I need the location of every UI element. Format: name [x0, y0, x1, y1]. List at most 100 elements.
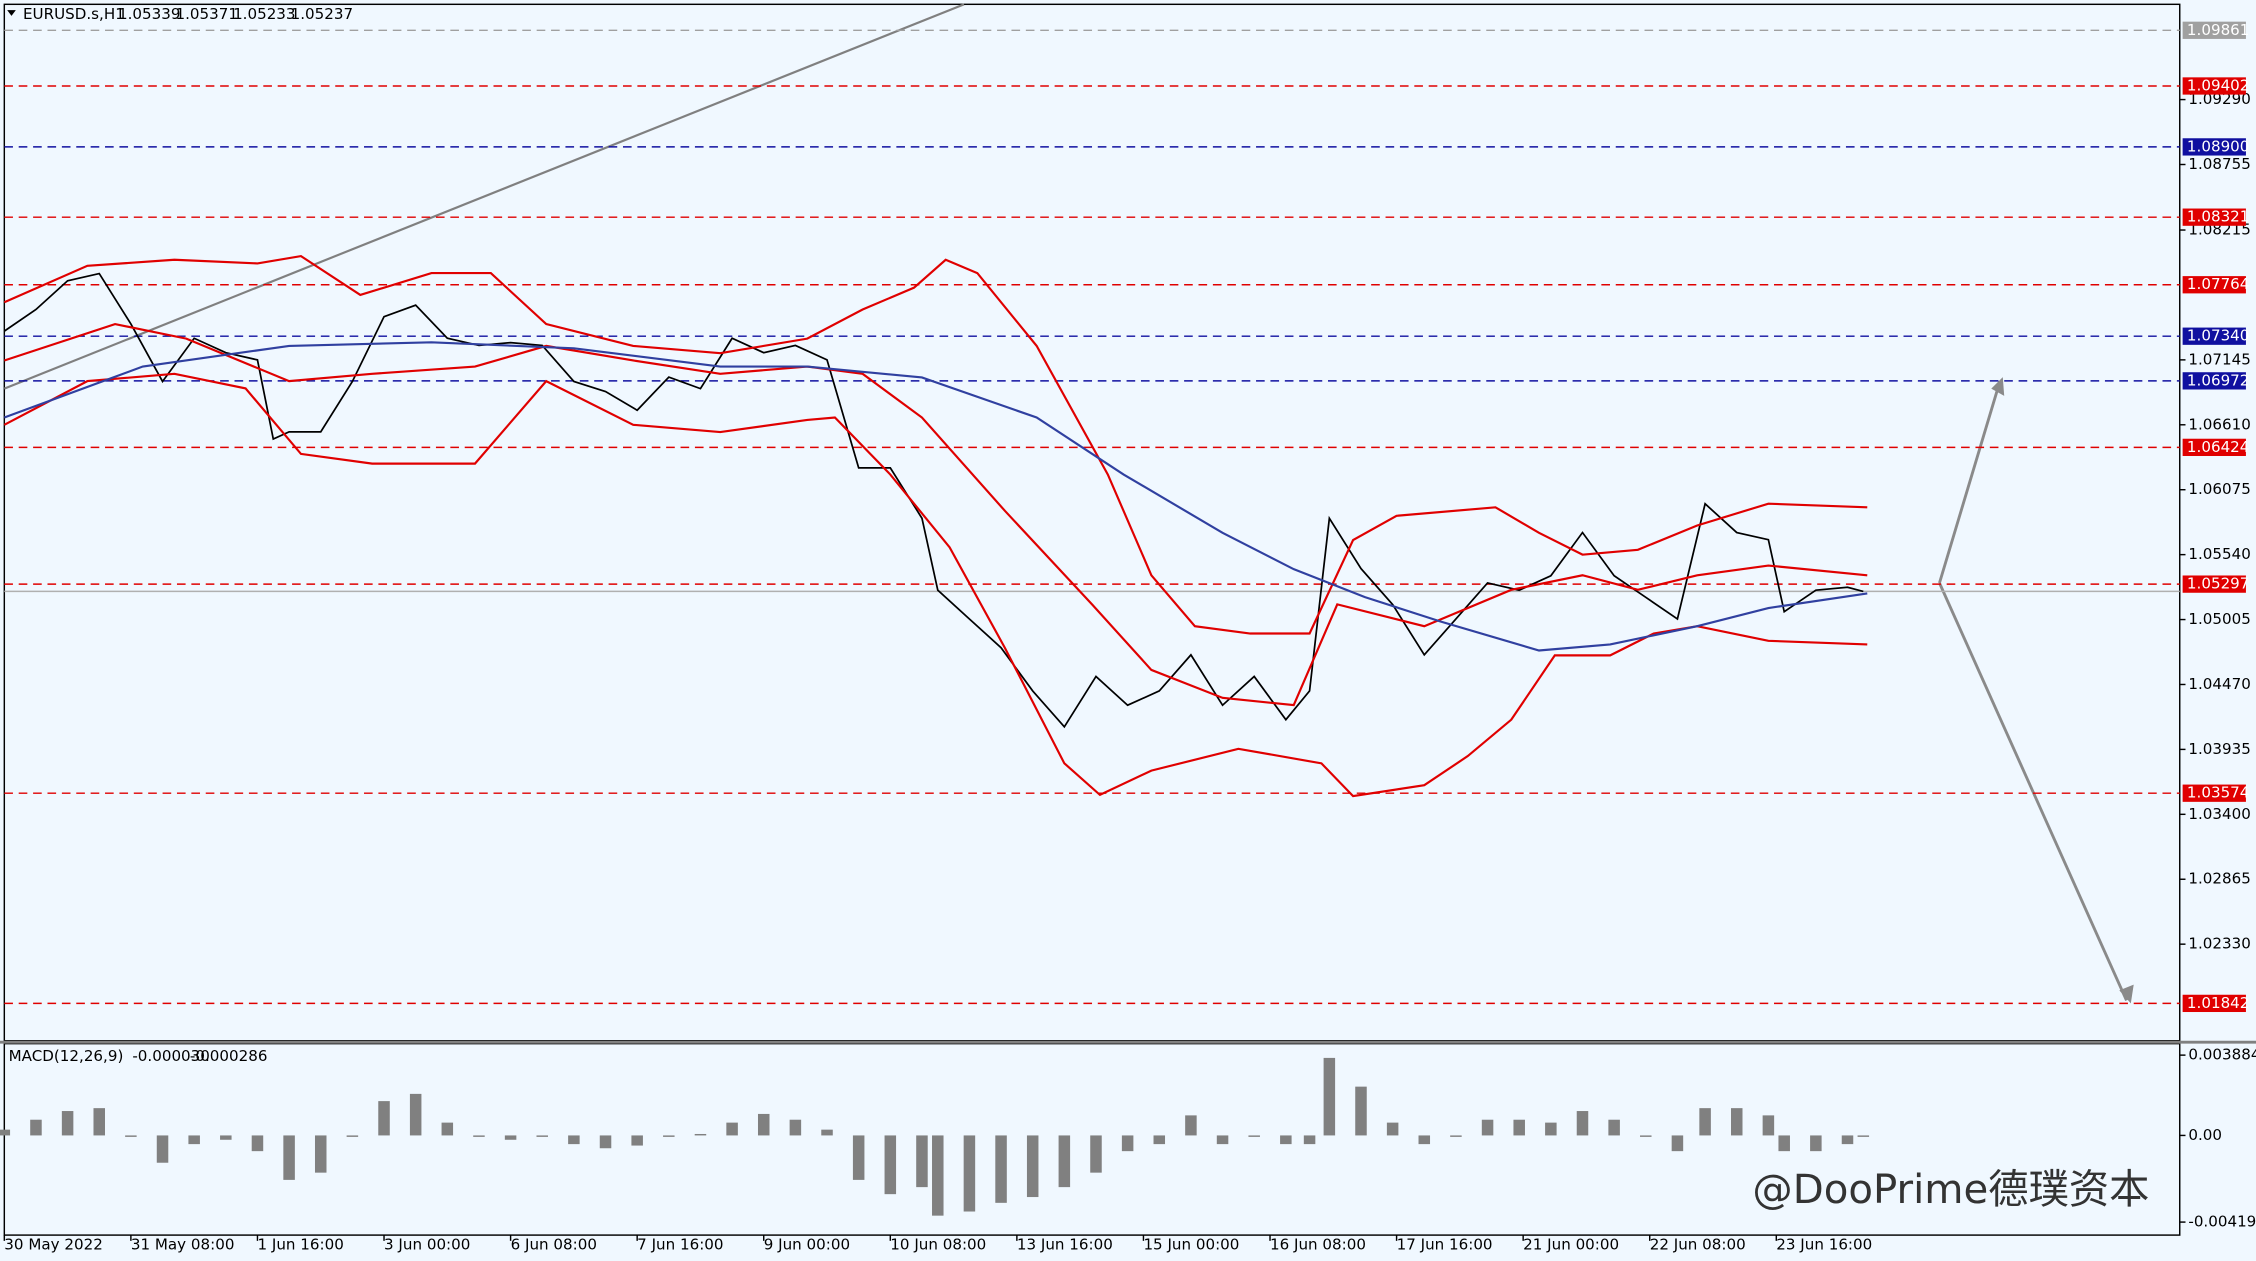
level-label: 1.05297: [2187, 575, 2249, 593]
macd-bar: [30, 1119, 42, 1136]
macd-bar: [156, 1135, 169, 1163]
macd-bar: [314, 1135, 327, 1173]
macd-bar: [1545, 1122, 1557, 1136]
macd-bar: [1481, 1119, 1494, 1136]
level-label: 1.09861: [2187, 21, 2249, 39]
x-tick-label: 22 Jun 08:00: [1650, 1236, 1746, 1254]
x-tick-label: 17 Jun 16:00: [1397, 1236, 1493, 1254]
macd-bar: [1153, 1135, 1166, 1145]
level-label-box: [2182, 784, 2246, 802]
macd-bar: [220, 1135, 232, 1140]
x-tick-label: 9 Jun 00:00: [764, 1236, 850, 1254]
arrow-head: [2119, 984, 2134, 1004]
y-tick-label: 1.04470: [2188, 675, 2250, 693]
x-tick-label: 16 Jun 08:00: [1270, 1236, 1366, 1254]
watermark: @DooPrime德璞资本: [1752, 1166, 2149, 1213]
level-label-box: [2182, 327, 2246, 345]
macd-bar: [283, 1135, 295, 1180]
macd-bar: [1841, 1135, 1854, 1145]
y-tick-label: 1.07145: [2188, 350, 2250, 368]
macd-bar: [1671, 1135, 1684, 1152]
macd-bar: [916, 1135, 928, 1188]
level-label: 1.08900: [2187, 137, 2249, 155]
macd-bar: [1730, 1108, 1743, 1136]
macd-bar: [473, 1135, 485, 1137]
macd-bar: [1778, 1135, 1790, 1152]
level-label: 1.09402: [2187, 76, 2249, 94]
x-tick-label: 15 Jun 00:00: [1143, 1236, 1239, 1254]
symbol-menu[interactable]: [7, 10, 16, 16]
macd-bar: [1216, 1135, 1229, 1145]
macd-title: MACD(12,26,9): [9, 1047, 124, 1065]
low: 1.05233: [233, 5, 295, 23]
macd-bar: [1026, 1135, 1039, 1198]
macd-bar: [852, 1135, 865, 1180]
macd-bar: [1185, 1115, 1197, 1136]
arrow-head: [1991, 377, 2005, 396]
indicator-line: [3, 322, 1868, 707]
level-label: 1.07340: [2187, 327, 2249, 345]
macd-bar: [789, 1119, 802, 1136]
macd-bar: [1640, 1135, 1652, 1137]
macd-bar: [1248, 1135, 1260, 1137]
indicator-line: [3, 372, 1868, 798]
projection-up: [1938, 381, 2002, 584]
macd-bar: [1090, 1135, 1102, 1173]
macd-bar: [1323, 1057, 1336, 1136]
y-tick-label: 1.02865: [2188, 870, 2250, 888]
macd-bar: [568, 1135, 580, 1145]
y-tick-label: 1.05540: [2188, 545, 2250, 563]
macd-bar: [1762, 1115, 1775, 1136]
y-tick-label: 0.00: [2188, 1126, 2222, 1144]
macd-bar: [694, 1133, 707, 1136]
macd-bar: [1303, 1135, 1316, 1145]
macd-bar: [663, 1135, 675, 1137]
level-label: 1.08321: [2187, 208, 2249, 226]
level-label-box: [2182, 138, 2246, 156]
level-label-box: [2182, 372, 2246, 390]
y-tick-label: 1.06610: [2188, 415, 2250, 433]
symbol: EURUSD.s,H1: [23, 5, 125, 23]
level-label-box: [2182, 994, 2246, 1013]
x-tick-label: 30 May 2022: [4, 1236, 103, 1254]
x-tick-label: 10 Jun 08:00: [890, 1236, 986, 1254]
macd-bar: [346, 1135, 359, 1137]
macd-bar: [1576, 1111, 1589, 1136]
macd-bar: [1121, 1135, 1134, 1152]
macd-bar: [1450, 1135, 1462, 1137]
macd-bar: [61, 1111, 74, 1136]
level-label: 1.01842: [2187, 994, 2249, 1012]
y-tick-label: 1.05005: [2188, 610, 2250, 628]
y-tick-label: 1.08755: [2188, 155, 2250, 173]
open: 1.05339: [118, 5, 180, 23]
level-label-box: [2182, 575, 2246, 593]
macd-bar: [1608, 1119, 1620, 1136]
x-tick-label: 21 Jun 00:00: [1523, 1236, 1619, 1254]
level-label-box: [2182, 208, 2246, 226]
macd-bar: [1386, 1122, 1399, 1136]
macd-bar: [441, 1122, 454, 1136]
x-tick-label: 13 Jun 16:00: [1017, 1236, 1113, 1254]
macd-bar: [726, 1122, 738, 1136]
y-tick-label: 1.06075: [2188, 480, 2250, 498]
level-label-box: [2182, 77, 2246, 95]
plot-layer: 1.092901.087551.082151.071451.066101.060…: [0, 21, 2256, 1254]
macd-bar: [1355, 1086, 1367, 1136]
macd-bar: [125, 1135, 137, 1137]
y-tick-label: 1.02330: [2188, 935, 2250, 953]
macd-bar: [757, 1113, 770, 1136]
x-tick-label: 6 Jun 08:00: [511, 1236, 597, 1254]
level-label: 1.03574: [2187, 784, 2249, 802]
macd-bar: [1699, 1108, 1711, 1136]
indicator-line: [3, 254, 1868, 635]
y-tick-label: 1.03400: [2188, 805, 2250, 823]
macd-bar: [1418, 1135, 1431, 1145]
macd-bar: [409, 1093, 422, 1136]
x-tick-label: 7 Jun 16:00: [637, 1236, 723, 1254]
macd-bar: [0, 1129, 11, 1136]
macd-bar: [536, 1135, 548, 1137]
y-tick-label: 0.003884: [2188, 1046, 2256, 1064]
macd-bar: [932, 1135, 944, 1216]
